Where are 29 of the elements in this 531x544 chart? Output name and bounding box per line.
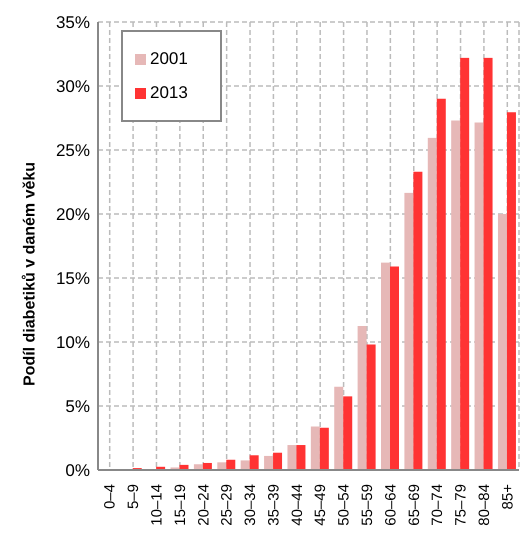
y-tick-label: 35% [56,13,90,32]
x-tick-label: 80–84 [476,484,493,526]
y-axis-title: Podíl diabetiků v daném věku [22,162,39,386]
y-tick-label: 0% [65,461,90,480]
y-tick-label: 20% [56,205,90,224]
y-tick-label: 30% [56,77,90,96]
x-tick-label: 10–14 [148,484,166,526]
x-tick-label: 85+ [499,484,516,510]
x-tick-label: 75–79 [452,484,470,526]
y-tick-label: 10% [56,333,90,352]
y-tick-label: 25% [56,141,90,160]
x-tick-label: 15–19 [172,484,189,526]
x-tick-label: 65–69 [406,484,423,526]
x-tick-label: 20–24 [195,484,212,526]
x-tick-label: 40–44 [288,484,306,526]
x-tick-label: 30–34 [242,484,260,526]
legend-label: 2013 [150,83,188,102]
x-tick-label: 60–64 [382,484,400,526]
x-tick-label: 45–49 [312,484,330,526]
x-tick-label: 25–29 [218,484,236,526]
y-tick-label: 15% [56,269,90,288]
y-tick-label: 5% [65,397,90,416]
x-tick-label: 70–74 [429,484,446,526]
x-tick-label: 50–54 [336,484,353,526]
x-tick-label: 0–4 [102,484,119,510]
legend-label: 2001 [150,49,188,68]
x-tick-label: 55–59 [358,484,376,526]
x-tick-label: 5–9 [125,484,142,510]
x-tick-label: 35–39 [265,484,282,526]
